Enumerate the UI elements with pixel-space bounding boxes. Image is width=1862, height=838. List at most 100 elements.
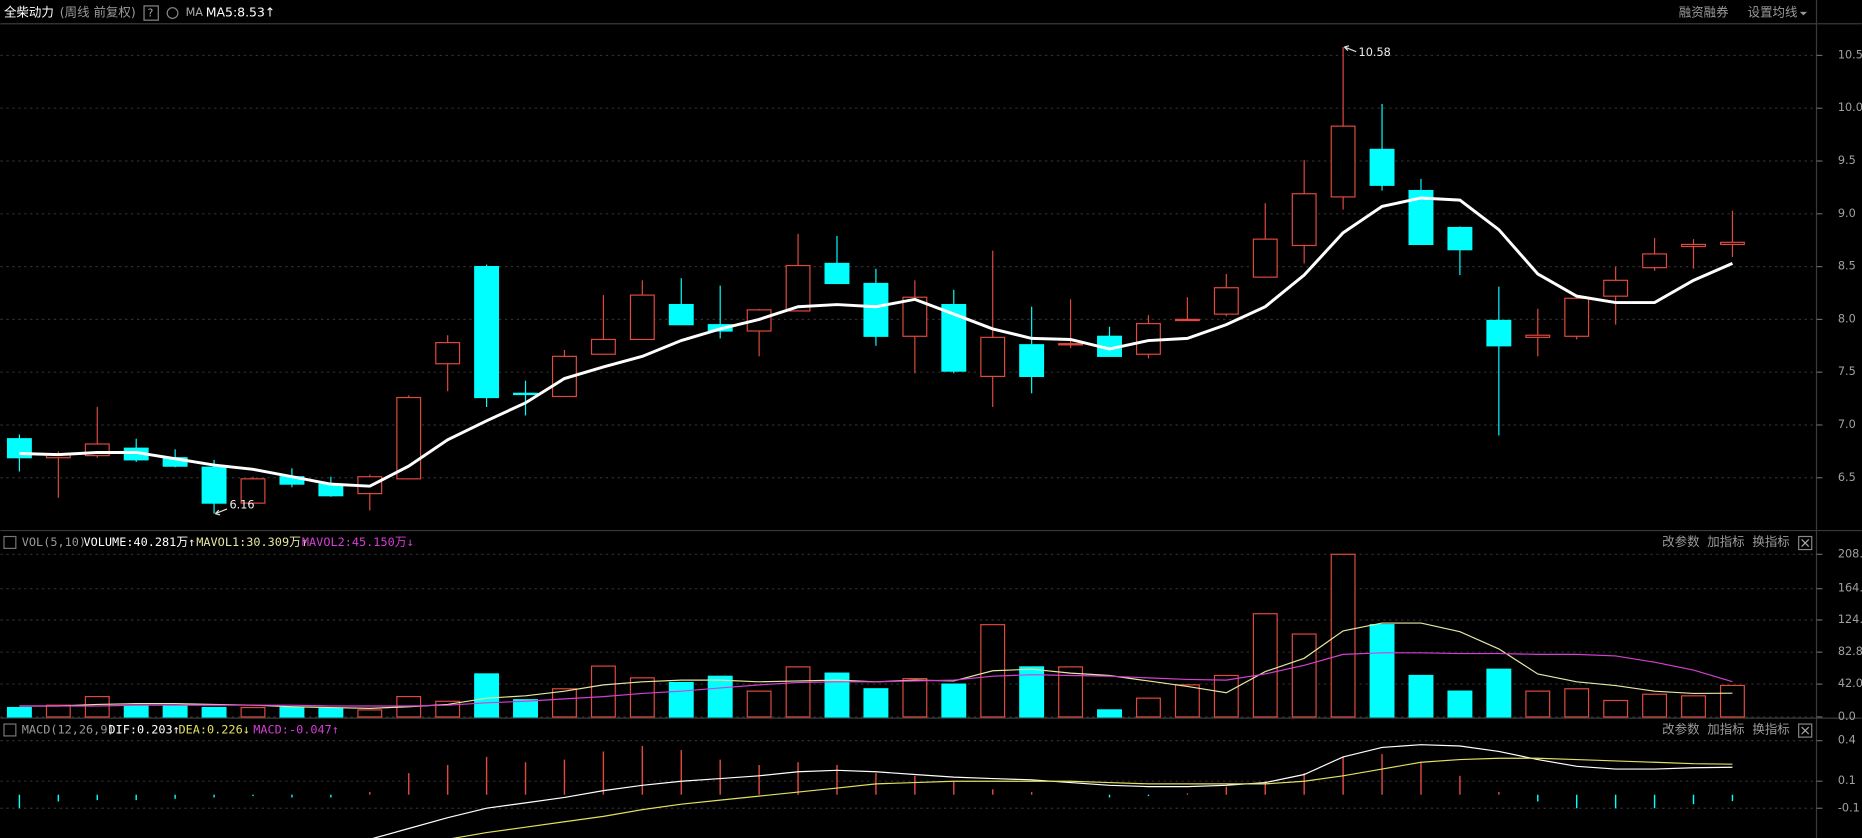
candle-body: [902, 296, 928, 337]
margin-trading-button[interactable]: 融资融券: [1679, 5, 1729, 20]
volume-bar: [6, 706, 32, 718]
volume-bar: [1330, 553, 1356, 718]
macd-title: MACD(12,26,9): [22, 722, 115, 736]
candle-body: [84, 443, 110, 457]
candle-body: [863, 282, 889, 337]
y-tick-label: 7.0: [1838, 418, 1856, 431]
candle-body: [1486, 319, 1512, 347]
min-annotation: 6.16: [230, 498, 255, 511]
volume-bar: [123, 705, 149, 718]
volume-bar: [201, 706, 227, 718]
legend-mavol2: MAVOL2:45.150万↓: [302, 535, 414, 549]
candle-body: [668, 304, 694, 326]
candle-body: [1252, 238, 1278, 278]
candle-body: [629, 294, 655, 341]
y-tick-label: -0.1: [1838, 801, 1860, 814]
y-tick-label: 7.5: [1838, 365, 1856, 378]
add-indicator-button[interactable]: 加指标: [1707, 534, 1744, 549]
help-icon[interactable]: [3, 535, 17, 549]
candle-body: [1408, 189, 1434, 246]
volume-bar: [1603, 699, 1629, 718]
y-tick-label: 6.5: [1838, 471, 1856, 484]
candle-body: [1681, 243, 1706, 248]
edit-params-button[interactable]: 改参数: [1662, 721, 1700, 736]
settings-icon[interactable]: [166, 7, 179, 19]
volume-bar: [552, 688, 577, 718]
dropdown-arrow: [1799, 11, 1807, 16]
help-icon[interactable]: [143, 5, 159, 21]
volume-bar: [474, 673, 500, 718]
plot-area: [6, 553, 1745, 718]
candle-body: [1642, 253, 1668, 269]
volume-bar: [1291, 633, 1317, 718]
volume-bar: [902, 678, 928, 718]
volume-bar: [1097, 709, 1122, 718]
candle-body: [1447, 226, 1473, 251]
candle-body: [1369, 148, 1395, 186]
candle-body: [1525, 334, 1551, 338]
candle-body: [513, 392, 538, 396]
chart-mode: (周线 前复权): [60, 5, 136, 20]
y-tick-label: 10.0: [1838, 101, 1862, 114]
volume-label: VOLUME:40.281万↑: [84, 535, 196, 549]
close-panel-button[interactable]: [1798, 535, 1813, 551]
volume-bar: [279, 706, 305, 718]
volume-bar: [1019, 666, 1045, 718]
volume-bar: [1174, 684, 1200, 718]
candle-body: [1330, 125, 1356, 198]
candle-body: [396, 396, 422, 480]
candle-body: [435, 342, 461, 365]
candle-body: [1174, 318, 1200, 322]
volume-bar: [746, 690, 772, 718]
volume-bar: [668, 681, 694, 718]
volume-bar: [240, 706, 266, 718]
volume-bar: [941, 683, 967, 718]
candle-body: [1291, 193, 1317, 247]
close-panel-button[interactable]: [1798, 723, 1813, 738]
volume-bar: [1447, 690, 1473, 718]
legend-dif: DIF:0.203↑: [108, 722, 179, 736]
volume-bar: [1681, 695, 1706, 718]
candle-body: [980, 336, 1006, 378]
candle-body: [240, 478, 266, 504]
volume-title: VOL(5,10): [22, 535, 86, 549]
volume-bar: [162, 705, 188, 718]
edit-params-button[interactable]: 改参数: [1662, 534, 1700, 549]
y-tick-label: 8.5: [1838, 260, 1856, 273]
legend-ma5: MA5:8.53↑: [206, 5, 276, 20]
min-annotation-arrow: [214, 508, 228, 516]
volume-bar: [1486, 668, 1512, 718]
ma-settings-button[interactable]: 设置均线: [1748, 5, 1798, 20]
switch-indicator-button[interactable]: 换指标: [1752, 534, 1789, 549]
candle-body: [201, 466, 227, 504]
volume-bar: [318, 707, 344, 718]
plot-area: [18, 744, 1734, 838]
candle-body: [824, 262, 850, 285]
volume-bar: [785, 666, 811, 718]
y-tick-label: 9.5: [1838, 154, 1856, 167]
legend-dea: DEA:0.226↓: [178, 722, 249, 736]
candle-body: [1019, 344, 1045, 378]
add-indicator-button[interactable]: 加指标: [1707, 721, 1744, 736]
y-tick-label: 0.1: [1838, 774, 1856, 787]
y-tick-label: 124.0: [1838, 613, 1862, 626]
y-tick-label: 208.0: [1838, 547, 1862, 560]
candle-body: [590, 338, 616, 355]
y-tick-label: 42.0: [1838, 677, 1862, 690]
y-tick-label: 0.4: [1838, 734, 1856, 747]
plot-area: [6, 46, 1745, 514]
y-tick-label: 9.0: [1838, 207, 1856, 220]
help-icon[interactable]: [3, 723, 17, 737]
max-annotation: 10.58: [1359, 46, 1391, 59]
indicator-name: MA: [186, 6, 204, 19]
switch-indicator-button[interactable]: 换指标: [1752, 721, 1789, 736]
candle-body: [1719, 241, 1745, 246]
max-annotation-arrow: [1343, 45, 1357, 53]
volume-bar: [357, 709, 383, 718]
series-line: [372, 744, 1733, 838]
volume-bar: [863, 688, 889, 718]
macd-label: MACD:-0.047↑: [253, 722, 339, 736]
